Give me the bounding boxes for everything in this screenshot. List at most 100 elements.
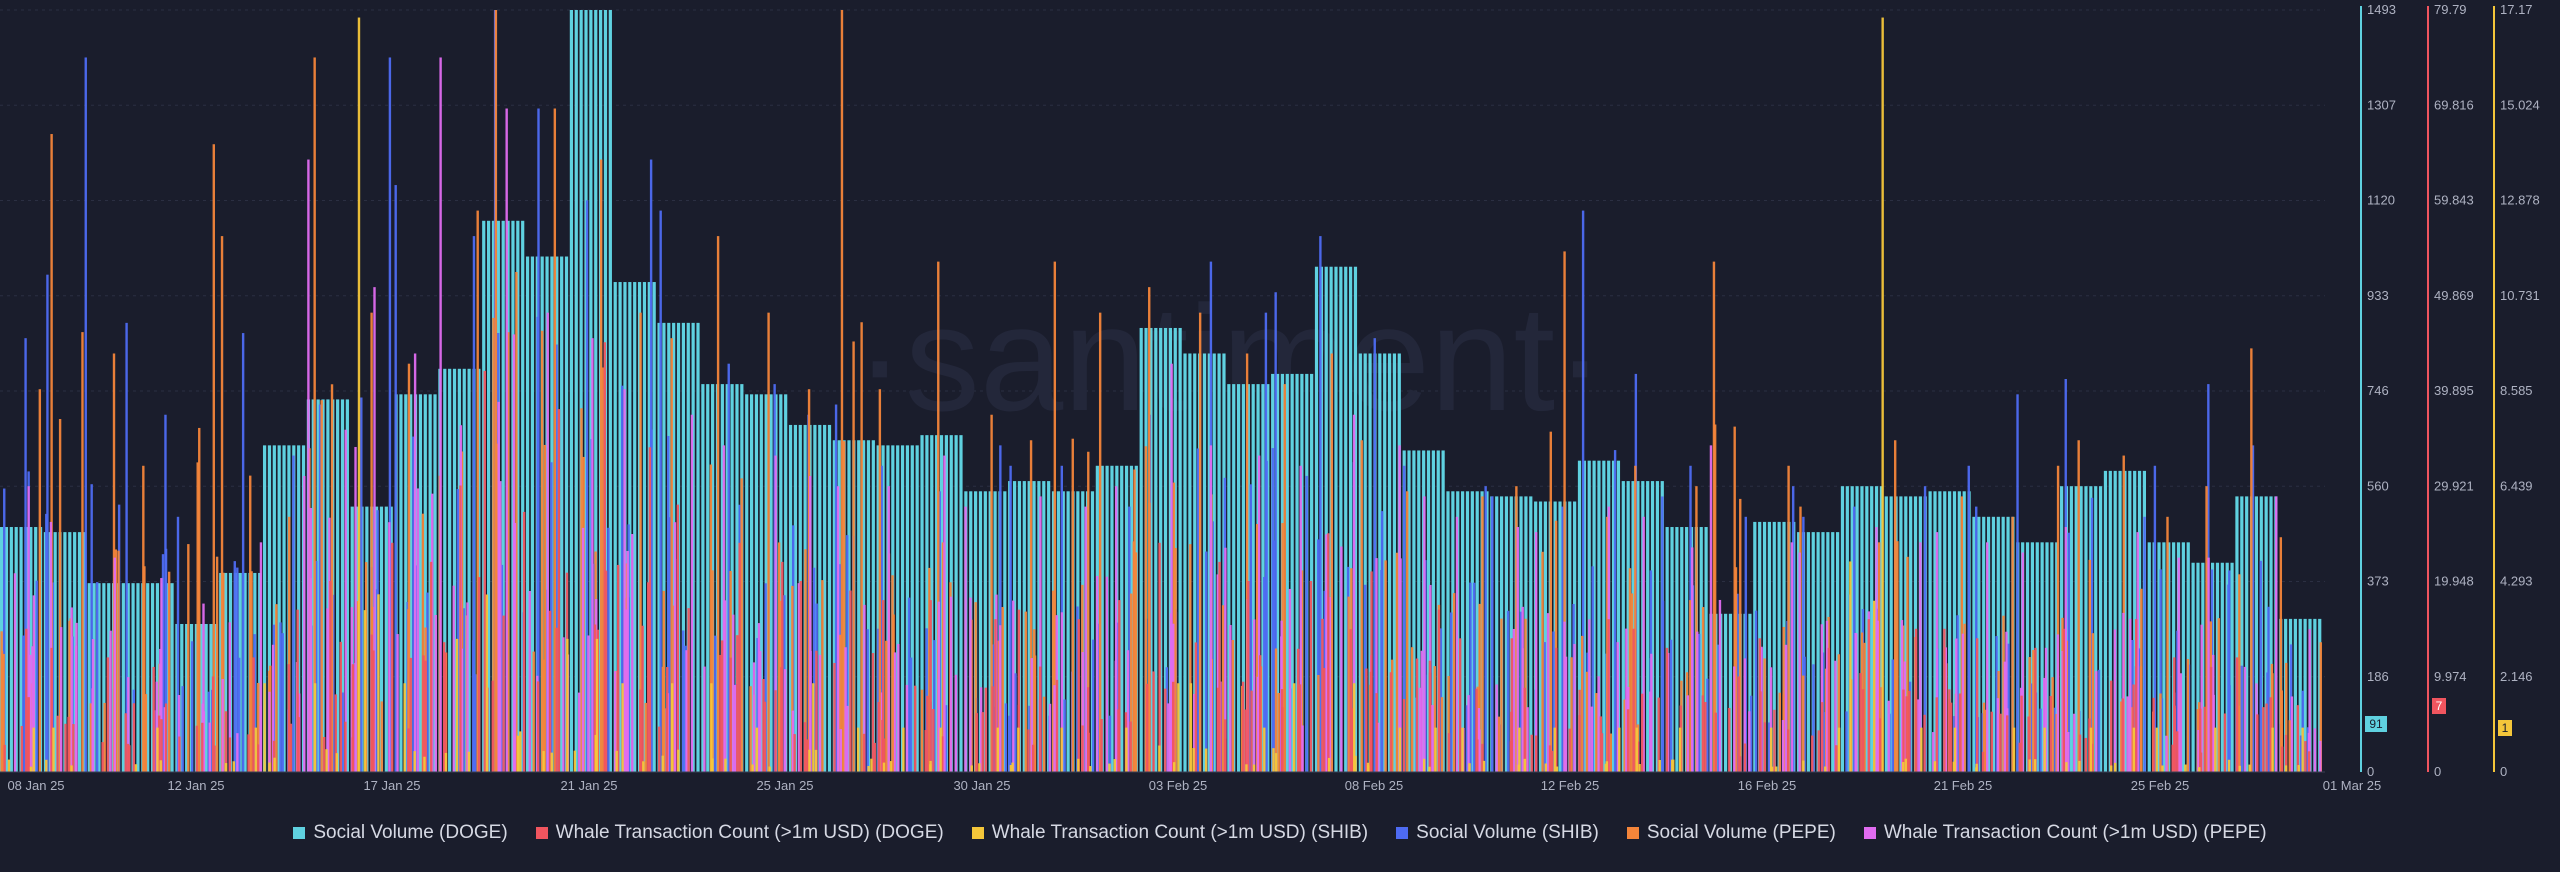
bar-whale-transaction-count-1m-usd-pepe- bbox=[1399, 558, 1402, 772]
bar-social-volume-pepe- bbox=[2002, 615, 2005, 772]
bar-doge-social bbox=[832, 440, 836, 772]
bar-whale-transaction-count-1m-usd-pepe- bbox=[1887, 700, 1890, 772]
bar-social-volume-shib- bbox=[360, 397, 363, 772]
bar-whale-transaction-count-1m-usd-pepe- bbox=[1955, 638, 1958, 772]
bar-social-volume-pepe- bbox=[249, 475, 252, 772]
bar-doge-social bbox=[243, 572, 247, 772]
bar-social-volume-shib- bbox=[1274, 292, 1277, 772]
bar-social-volume-pepe- bbox=[2091, 633, 2095, 772]
bar-doge-social bbox=[77, 532, 82, 772]
legend-item-shib-whale[interactable]: Whale Transaction Count (>1m USD) (SHIB) bbox=[971, 822, 1368, 844]
bar-whale-transaction-count-1m-usd-doge- bbox=[126, 743, 130, 772]
bar-doge-social bbox=[959, 435, 963, 772]
bar-social-volume-shib- bbox=[620, 385, 624, 772]
bar-whale-transaction-count-1m-usd-doge- bbox=[729, 657, 732, 772]
bar-social-volume-pepe- bbox=[670, 338, 673, 772]
bar-social-volume-shib- bbox=[1484, 486, 1487, 772]
bar-whale-transaction-count-1m-usd-pepe- bbox=[1455, 516, 1459, 772]
bar-whale-transaction-count-1m-usd-doge- bbox=[429, 561, 433, 772]
bar-social-volume-pepe- bbox=[885, 640, 888, 772]
bar-whale-transaction-count-1m-usd-pepe- bbox=[1996, 698, 2000, 772]
bar-doge-social bbox=[1587, 460, 1591, 772]
bar-doge-social bbox=[788, 424, 793, 772]
bar-whale-transaction-count-1m-usd-pepe- bbox=[759, 651, 762, 772]
bar-whale-transaction-count-1m-usd-doge- bbox=[160, 719, 163, 772]
bar-social-volume-shib- bbox=[1108, 715, 1112, 772]
bar-whale-transaction-count-1m-usd-doge- bbox=[2296, 705, 2300, 772]
bar-whale-transaction-count-1m-usd-doge- bbox=[1223, 719, 1227, 772]
bar-whale-transaction-count-1m-usd-doge- bbox=[929, 600, 932, 772]
bar-doge-social bbox=[759, 394, 763, 772]
bar-whale-transaction-count-1m-usd-pepe- bbox=[1039, 496, 1042, 772]
legend-item-pepe-social[interactable]: Social Volume (PEPE) bbox=[1626, 822, 1836, 844]
bar-social-volume-pepe- bbox=[50, 134, 53, 772]
bar-social-volume-shib- bbox=[880, 465, 883, 772]
bar-social-volume-pepe- bbox=[1274, 648, 1278, 772]
bar-social-volume-shib- bbox=[412, 436, 415, 772]
bar-doge-social bbox=[2167, 542, 2171, 772]
bar-whale-transaction-count-1m-usd-doge- bbox=[1458, 638, 1462, 772]
bar-social-volume-pepe- bbox=[791, 585, 794, 772]
legend-item-doge-whale[interactable]: Whale Transaction Count (>1m USD) (DOGE) bbox=[535, 822, 944, 844]
bar-whale-transaction-count-1m-usd-pepe- bbox=[2064, 527, 2068, 772]
bar-social-volume-pepe- bbox=[852, 341, 855, 772]
bar-whale-transaction-count-1m-usd-doge- bbox=[862, 733, 866, 772]
bar-whale-transaction-count-1m-usd-pepe- bbox=[1193, 693, 1196, 772]
bar-whale-transaction-count-1m-usd-doge- bbox=[344, 721, 347, 772]
bar-whale-transaction-count-1m-usd-pepe- bbox=[1209, 445, 1213, 772]
bar-whale-transaction-count-1m-usd-pepe- bbox=[1616, 642, 1619, 772]
bar-whale-transaction-count-1m-usd-shib- bbox=[1837, 727, 1841, 772]
bar-whale-transaction-count-1m-usd-shib- bbox=[224, 763, 228, 772]
bar-social-volume-shib- bbox=[161, 554, 165, 772]
bar-doge-social bbox=[1334, 266, 1338, 772]
bar-whale-transaction-count-1m-usd-doge- bbox=[27, 697, 30, 772]
bar-whale-transaction-count-1m-usd-doge- bbox=[1990, 711, 1994, 772]
bar-social-volume-pepe- bbox=[1570, 657, 1573, 772]
bar-social-volume-shib- bbox=[456, 489, 460, 772]
y-tick-label: 373 bbox=[2367, 574, 2389, 589]
bar-social-volume-shib- bbox=[1506, 610, 1510, 772]
bar-doge-social bbox=[2050, 542, 2054, 772]
bar-social-volume-pepe- bbox=[1802, 675, 1805, 772]
bar-social-volume-shib- bbox=[585, 200, 589, 772]
bar-whale-transaction-count-1m-usd-doge- bbox=[548, 610, 552, 772]
legend-item-shib-social[interactable]: Social Volume (SHIB) bbox=[1396, 822, 1599, 844]
bar-whale-transaction-count-1m-usd-pepe- bbox=[49, 521, 53, 772]
bar-social-volume-pepe- bbox=[1098, 312, 1102, 772]
bar-doge-social bbox=[1022, 481, 1026, 772]
bar-doge-social bbox=[1168, 327, 1173, 772]
bar-doge-social bbox=[530, 256, 535, 772]
bar-doge-social bbox=[1704, 527, 1708, 772]
bar-whale-transaction-count-1m-usd-doge- bbox=[1351, 708, 1355, 772]
y-tick-label: 0 bbox=[2500, 764, 2507, 779]
bar-doge-social bbox=[827, 424, 832, 772]
bar-whale-transaction-count-1m-usd-doge- bbox=[2109, 680, 2113, 772]
bar-whale-transaction-count-1m-usd-doge- bbox=[1701, 695, 1705, 772]
bar-whale-transaction-count-1m-usd-shib- bbox=[1125, 727, 1128, 772]
legend-item-pepe-whale[interactable]: Whale Transaction Count (>1m USD) (PEPE) bbox=[1863, 822, 2267, 844]
bar-whale-transaction-count-1m-usd-doge- bbox=[289, 723, 293, 772]
bar-whale-transaction-count-1m-usd-doge- bbox=[370, 634, 373, 772]
x-tick-label: 12 Jan 25 bbox=[167, 778, 224, 793]
legend-label: Whale Transaction Count (>1m USD) (PEPE) bbox=[1883, 822, 2267, 843]
bar-doge-social bbox=[2191, 562, 2195, 772]
bar-whale-transaction-count-1m-usd-doge- bbox=[422, 655, 425, 772]
bar-whale-transaction-count-1m-usd-shib- bbox=[1517, 764, 1520, 772]
bar-whale-transaction-count-1m-usd-doge- bbox=[2027, 716, 2030, 772]
legend-item-doge-social[interactable]: Social Volume (DOGE) bbox=[293, 822, 508, 844]
bar-whale-transaction-count-1m-usd-doge- bbox=[536, 681, 540, 772]
bar-whale-transaction-count-1m-usd-pepe- bbox=[13, 573, 17, 772]
bar-doge-social bbox=[1451, 491, 1455, 772]
bar-whale-transaction-count-1m-usd-shib- bbox=[1920, 727, 1923, 772]
bar-whale-transaction-count-1m-usd-pepe- bbox=[1030, 658, 1033, 772]
bar-whale-transaction-count-1m-usd-pepe- bbox=[2113, 629, 2117, 772]
bar-whale-transaction-count-1m-usd-shib- bbox=[1901, 762, 1905, 772]
bar-whale-transaction-count-1m-usd-pepe- bbox=[303, 475, 306, 772]
bar-doge-social bbox=[1675, 527, 1679, 772]
bar-whale-transaction-count-1m-usd-shib- bbox=[1802, 760, 1805, 772]
bar-social-volume-pepe- bbox=[515, 271, 518, 772]
bar-whale-transaction-count-1m-usd-doge- bbox=[1475, 688, 1478, 772]
bar-whale-transaction-count-1m-usd-pepe- bbox=[897, 643, 900, 772]
